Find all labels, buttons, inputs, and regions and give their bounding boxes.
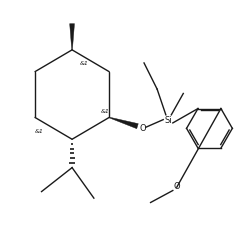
Polygon shape xyxy=(70,25,74,51)
Polygon shape xyxy=(108,118,138,129)
Text: O: O xyxy=(173,181,179,190)
Text: &1: &1 xyxy=(35,128,43,133)
Text: &1: &1 xyxy=(100,109,109,114)
Text: O: O xyxy=(139,123,145,132)
Text: &1: &1 xyxy=(80,61,88,66)
Text: Si: Si xyxy=(164,116,171,125)
